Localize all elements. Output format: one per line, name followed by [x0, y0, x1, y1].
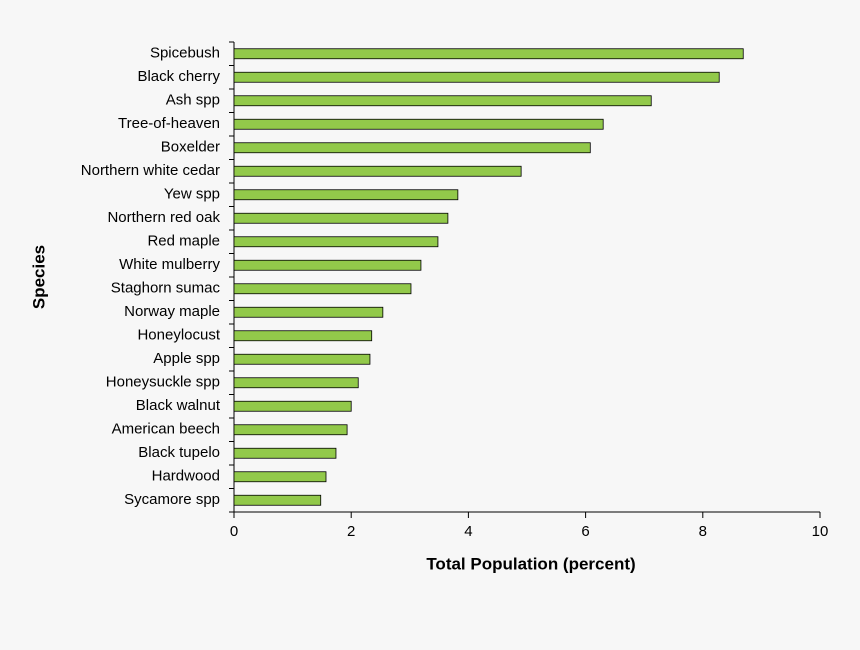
y-axis-title: Species — [29, 245, 48, 309]
bar — [233, 189, 459, 201]
y-tick-label: Staghorn sumac — [111, 280, 221, 297]
y-tick-label: Norway maple — [124, 303, 220, 320]
bar — [233, 48, 744, 60]
bar — [233, 259, 422, 271]
bar — [233, 330, 373, 342]
y-tick-label: Honeylocust — [137, 327, 220, 344]
x-tick-label: 6 — [581, 523, 589, 540]
bar — [233, 353, 371, 365]
bar — [233, 424, 348, 436]
y-tick-label: Boxelder — [161, 139, 220, 156]
bar — [233, 494, 322, 506]
bar — [233, 447, 337, 459]
y-tick-label: Sycamore spp — [124, 491, 220, 508]
x-tick-label: 10 — [812, 523, 829, 540]
x-tick-label: 8 — [699, 523, 707, 540]
y-tick-label: Apple spp — [153, 350, 220, 367]
y-tick-label: Yew spp — [164, 186, 220, 203]
x-axis-title: Total Population (percent) — [426, 554, 635, 573]
y-tick-label: American beech — [112, 421, 220, 438]
x-tick-label: 4 — [464, 523, 472, 540]
x-tick-label: 2 — [347, 523, 355, 540]
y-tick-label: Red maple — [147, 233, 220, 250]
bar — [233, 165, 522, 177]
y-tick-label: Black cherry — [137, 68, 220, 85]
y-tick-label: White mulberry — [119, 256, 220, 273]
bar — [233, 236, 439, 248]
y-tick-label: Spicebush — [150, 45, 220, 62]
y-tick-label: Honeysuckle spp — [106, 374, 220, 391]
bar — [233, 377, 359, 389]
y-tick-label: Ash spp — [166, 92, 220, 109]
y-tick-label: Northern white cedar — [81, 162, 220, 179]
y-tick-label: Hardwood — [152, 468, 220, 485]
y-tick-label: Tree-of-heaven — [118, 115, 220, 132]
bar — [233, 471, 327, 483]
bar — [233, 95, 652, 107]
bar — [233, 118, 604, 130]
bar — [233, 71, 720, 83]
y-tick-label: Black tupelo — [138, 444, 220, 461]
x-tick-label: 0 — [230, 523, 238, 540]
bar — [233, 306, 384, 318]
bar — [233, 142, 591, 154]
bar — [233, 283, 412, 295]
y-tick-label: Northern red oak — [107, 209, 220, 226]
y-tick-label: Black walnut — [136, 397, 221, 414]
bar — [233, 212, 449, 224]
bar — [233, 400, 352, 412]
